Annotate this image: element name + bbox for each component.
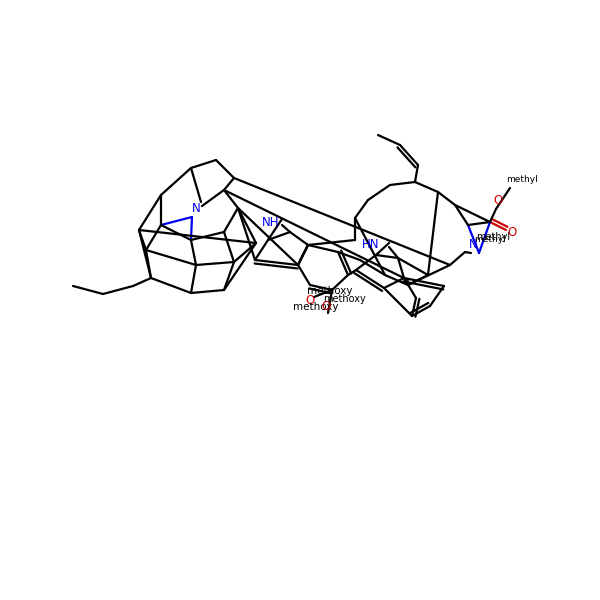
Text: HN: HN: [362, 238, 380, 251]
Text: methyl: methyl: [474, 235, 506, 245]
Text: methoxy: methoxy: [323, 294, 365, 304]
Text: methoxy: methoxy: [293, 302, 339, 312]
Text: O: O: [305, 293, 314, 307]
Text: methoxy: methoxy: [307, 286, 353, 296]
Text: methyl: methyl: [476, 232, 510, 242]
Text: O: O: [322, 301, 331, 313]
Text: NH: NH: [262, 215, 280, 229]
Text: O: O: [493, 193, 503, 206]
Text: N: N: [469, 238, 478, 251]
Text: N: N: [191, 202, 200, 215]
Text: methyl: methyl: [506, 175, 538, 185]
Text: O: O: [508, 226, 517, 238]
